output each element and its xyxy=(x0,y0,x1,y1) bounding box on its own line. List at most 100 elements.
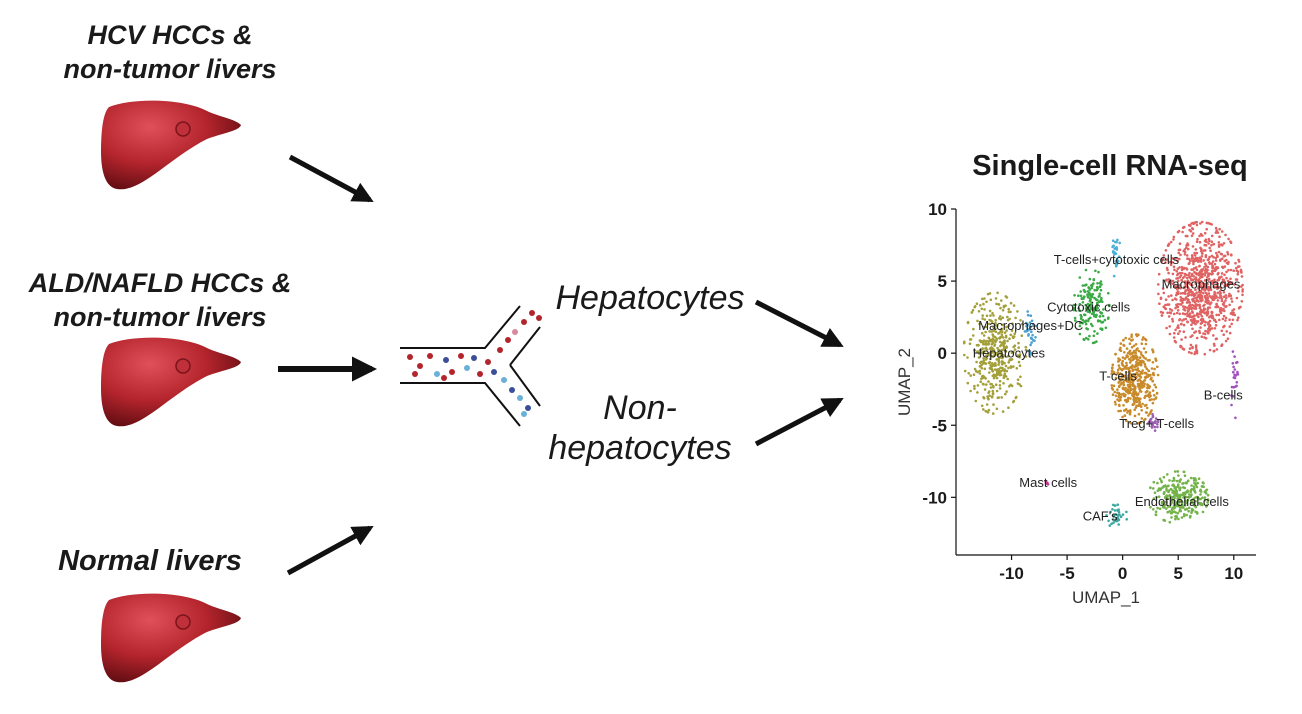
data-point xyxy=(1024,355,1028,358)
data-point xyxy=(1176,497,1179,500)
data-point xyxy=(1089,293,1093,296)
data-point xyxy=(1029,343,1032,347)
data-point xyxy=(977,352,981,355)
data-point xyxy=(1198,501,1201,505)
data-point xyxy=(975,302,979,305)
data-point xyxy=(1110,369,1114,372)
data-point xyxy=(1084,268,1088,272)
data-point xyxy=(1159,310,1163,314)
data-point xyxy=(1162,291,1166,295)
data-point xyxy=(1181,305,1185,308)
data-point xyxy=(1200,272,1203,275)
data-point xyxy=(1235,384,1238,388)
data-point xyxy=(1142,336,1145,339)
data-point xyxy=(1218,310,1222,313)
data-point xyxy=(1138,387,1141,391)
data-point xyxy=(1224,299,1227,302)
data-point xyxy=(1118,380,1121,383)
data-point xyxy=(1220,243,1223,246)
data-point xyxy=(1182,496,1185,499)
data-point xyxy=(999,369,1003,373)
data-point xyxy=(1118,241,1121,245)
data-point xyxy=(1095,313,1098,317)
data-point xyxy=(1176,483,1180,486)
data-point xyxy=(1120,368,1124,372)
data-point xyxy=(982,302,985,306)
data-point xyxy=(1003,368,1006,371)
data-point xyxy=(1190,227,1194,230)
data-point xyxy=(1029,353,1032,356)
data-point xyxy=(1191,334,1194,337)
data-point xyxy=(1018,353,1022,356)
data-point xyxy=(982,376,985,380)
data-point xyxy=(998,340,1002,344)
data-point xyxy=(996,346,999,350)
data-point xyxy=(1096,332,1099,335)
data-point xyxy=(1186,314,1189,318)
data-point xyxy=(1016,382,1020,385)
data-point xyxy=(1204,255,1208,259)
cluster-points xyxy=(962,291,1028,415)
data-point xyxy=(1124,408,1128,411)
data-point xyxy=(1078,321,1082,325)
data-point xyxy=(1111,518,1115,521)
data-point xyxy=(1156,425,1159,429)
data-point xyxy=(1119,382,1123,386)
data-point xyxy=(980,366,984,370)
source-label-line: Normal livers xyxy=(58,545,242,577)
data-point xyxy=(1100,327,1104,331)
data-point xyxy=(980,331,984,335)
data-point xyxy=(991,349,994,353)
data-point xyxy=(1129,421,1132,425)
data-point xyxy=(1139,384,1142,388)
data-point xyxy=(1128,357,1131,361)
data-point xyxy=(989,364,992,367)
data-point xyxy=(1084,319,1088,322)
data-point xyxy=(1128,337,1131,341)
data-point xyxy=(1140,353,1143,356)
data-point xyxy=(1175,514,1178,518)
data-point xyxy=(1077,307,1080,310)
data-point xyxy=(1210,280,1213,283)
data-point xyxy=(1198,240,1202,244)
data-point xyxy=(1177,494,1180,497)
data-point xyxy=(982,357,985,360)
data-point xyxy=(1177,332,1180,335)
data-point xyxy=(1232,308,1236,311)
data-point xyxy=(1201,319,1204,323)
data-point xyxy=(1216,282,1219,285)
source-label-line: HCV HCCs & xyxy=(87,20,253,50)
data-point xyxy=(1034,336,1037,339)
x-tick-label: 10 xyxy=(1224,564,1243,583)
data-point xyxy=(1204,271,1207,275)
data-point xyxy=(1236,370,1239,374)
data-point xyxy=(1152,371,1155,375)
data-point xyxy=(1072,306,1076,310)
data-point xyxy=(987,408,991,412)
data-point xyxy=(1151,412,1154,416)
data-point xyxy=(1176,305,1180,309)
data-point xyxy=(1110,522,1113,525)
data-point xyxy=(1191,245,1195,248)
data-point xyxy=(1185,268,1189,271)
data-point xyxy=(1177,248,1181,252)
data-point xyxy=(1211,266,1214,270)
data-point xyxy=(1105,514,1108,517)
cluster-label: B-cells xyxy=(1204,387,1244,402)
data-point xyxy=(1196,481,1199,485)
data-point xyxy=(1230,322,1233,326)
data-point xyxy=(1203,490,1207,494)
data-point xyxy=(1114,352,1117,356)
data-point xyxy=(1144,350,1148,354)
data-point xyxy=(990,355,994,358)
data-point xyxy=(1087,338,1090,341)
data-point xyxy=(1188,315,1192,319)
data-point xyxy=(1210,301,1213,304)
data-point xyxy=(1019,319,1022,322)
data-point xyxy=(1206,283,1209,286)
data-point xyxy=(1148,391,1152,394)
data-point xyxy=(981,382,985,386)
data-point xyxy=(1194,288,1197,291)
data-point xyxy=(1129,365,1133,369)
data-point xyxy=(1175,311,1179,315)
